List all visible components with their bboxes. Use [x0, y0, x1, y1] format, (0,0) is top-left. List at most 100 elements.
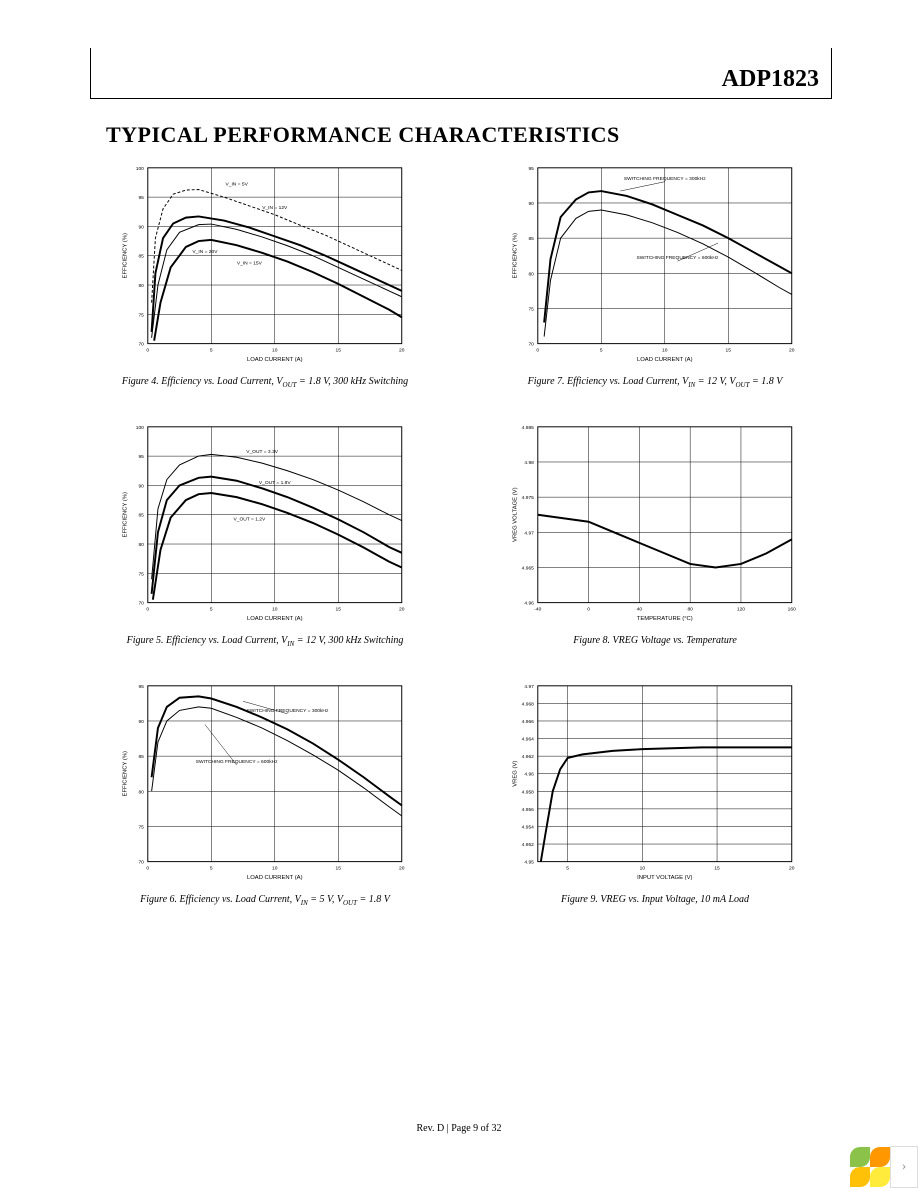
svg-text:85: 85	[528, 236, 534, 242]
svg-text:4.965: 4.965	[522, 565, 534, 571]
svg-text:70: 70	[138, 860, 144, 866]
svg-text:75: 75	[528, 306, 534, 312]
svg-text:V_IN = 20V: V_IN = 20V	[192, 249, 218, 255]
svg-text:75: 75	[138, 571, 144, 577]
next-page-button[interactable]: ›	[890, 1146, 918, 1188]
svg-text:80: 80	[687, 606, 693, 612]
svg-text:EFFICIENCY (%): EFFICIENCY (%)	[512, 233, 518, 279]
svg-text:VREG (V): VREG (V)	[512, 761, 518, 787]
svg-text:V_OUT = 3.3V: V_OUT = 3.3V	[246, 449, 278, 455]
svg-text:0: 0	[536, 347, 539, 353]
svg-text:4.98: 4.98	[524, 460, 534, 466]
svg-text:5: 5	[210, 865, 213, 871]
svg-text:15: 15	[336, 347, 342, 353]
chart-svg-fig5: V_OUT = 3.3VV_OUT = 1.8VV_OUT = 1.2V0510…	[115, 419, 415, 629]
part-number: ADP1823	[722, 66, 819, 93]
svg-text:5: 5	[210, 347, 213, 353]
svg-text:70: 70	[528, 342, 534, 348]
svg-text:40: 40	[637, 606, 643, 612]
svg-text:95: 95	[138, 195, 144, 201]
svg-text:100: 100	[136, 425, 144, 431]
chart-svg-fig4: V_IN = 5VV_IN = 12VV_IN = 15VV_IN = 20V0…	[115, 160, 415, 370]
svg-text:5: 5	[210, 606, 213, 612]
svg-text:20: 20	[399, 347, 405, 353]
svg-text:10: 10	[640, 865, 646, 871]
chart-svg-fig9: 51015204.954.9524.9544.9564.9584.964.962…	[505, 678, 805, 888]
svg-text:-40: -40	[534, 606, 541, 612]
caption-fig6: Figure 6. Efficiency vs. Load Current, V…	[140, 894, 390, 907]
svg-text:4.968: 4.968	[522, 701, 534, 707]
svg-text:20: 20	[399, 865, 405, 871]
svg-text:15: 15	[714, 865, 720, 871]
svg-text:90: 90	[138, 224, 144, 230]
svg-text:4.985: 4.985	[522, 425, 534, 431]
svg-text:V_IN = 15V: V_IN = 15V	[237, 261, 263, 267]
svg-text:80: 80	[138, 542, 144, 548]
svg-text:LOAD CURRENT (A): LOAD CURRENT (A)	[247, 616, 303, 622]
svg-text:100: 100	[136, 166, 144, 172]
corner-logo-icon	[850, 1147, 890, 1187]
svg-text:10: 10	[272, 347, 278, 353]
chart-fig7: SWITCHING FREQUENCY = 300kHzSWITCHING FR…	[480, 160, 830, 389]
svg-text:85: 85	[138, 754, 144, 760]
chart-fig4: V_IN = 5VV_IN = 12VV_IN = 15VV_IN = 20V0…	[90, 160, 440, 389]
svg-text:INPUT VOLTAGE (V): INPUT VOLTAGE (V)	[637, 875, 692, 881]
svg-text:90: 90	[138, 483, 144, 489]
svg-text:85: 85	[138, 513, 144, 519]
svg-text:160: 160	[788, 606, 796, 612]
page-footer: Rev. D | Page 9 of 32	[0, 1123, 918, 1134]
svg-text:4.962: 4.962	[522, 754, 534, 760]
svg-text:SWITCHING FREQUENCY = 300kHz: SWITCHING FREQUENCY = 300kHz	[247, 708, 329, 714]
svg-text:75: 75	[138, 312, 144, 318]
svg-text:0: 0	[587, 606, 590, 612]
svg-text:70: 70	[138, 342, 144, 348]
chart-grid: V_IN = 5V V_IN = 12V V_IN = 15V V_IN = 20V 0…	[90, 160, 830, 907]
svg-text:EFFICIENCY (%): EFFICIENCY (%)	[122, 492, 128, 538]
svg-text:4.97: 4.97	[524, 530, 534, 536]
svg-text:90: 90	[138, 719, 144, 725]
svg-text:10: 10	[662, 347, 668, 353]
svg-text:15: 15	[726, 347, 732, 353]
chart-fig8: -40040801201604.964.9654.974.9754.984.98…	[480, 419, 830, 648]
svg-text:4.96: 4.96	[524, 772, 534, 778]
svg-text:LOAD CURRENT (A): LOAD CURRENT (A)	[247, 875, 303, 881]
chart-fig5: V_OUT = 3.3VV_OUT = 1.8VV_OUT = 1.2V0510…	[90, 419, 440, 648]
svg-text:10: 10	[272, 606, 278, 612]
svg-text:20: 20	[399, 606, 405, 612]
svg-text:SWITCHING FREQUENCY = 600kHz: SWITCHING FREQUENCY = 600kHz	[196, 759, 278, 765]
svg-text:EFFICIENCY (%): EFFICIENCY (%)	[122, 233, 128, 279]
svg-text:4.964: 4.964	[522, 737, 534, 743]
section-title: TYPICAL PERFORMANCE CHARACTERISTICS	[106, 122, 620, 148]
svg-text:V_IN = 12V: V_IN = 12V	[262, 205, 288, 211]
svg-text:75: 75	[138, 824, 144, 830]
svg-text:15: 15	[336, 865, 342, 871]
svg-text:120: 120	[737, 606, 745, 612]
svg-text:4.958: 4.958	[522, 789, 534, 795]
datasheet-page: ADP1823 TYPICAL PERFORMANCE CHARACTERIST…	[0, 0, 918, 1188]
svg-text:5: 5	[566, 865, 569, 871]
svg-text:VREG VOLTAGE (V): VREG VOLTAGE (V)	[512, 487, 518, 542]
caption-fig5: Figure 5. Efficiency vs. Load Current, V…	[127, 635, 404, 648]
svg-text:95: 95	[528, 166, 534, 172]
corner-widget[interactable]: ›	[850, 1146, 918, 1188]
svg-text:5: 5	[600, 347, 603, 353]
caption-fig9: Figure 9. VREG vs. Input Voltage, 10 mA …	[561, 894, 749, 905]
svg-text:15: 15	[336, 606, 342, 612]
svg-text:0: 0	[146, 606, 149, 612]
svg-text:EFFICIENCY (%): EFFICIENCY (%)	[122, 751, 128, 797]
svg-text:80: 80	[138, 789, 144, 795]
svg-text:85: 85	[138, 254, 144, 260]
svg-text:LOAD CURRENT (A): LOAD CURRENT (A)	[637, 357, 693, 363]
svg-text:80: 80	[138, 283, 144, 289]
svg-text:V_OUT = 1.2V: V_OUT = 1.2V	[233, 517, 265, 523]
svg-text:4.956: 4.956	[522, 807, 534, 813]
svg-text:4.952: 4.952	[522, 842, 534, 848]
svg-text:0: 0	[146, 865, 149, 871]
chart-fig6: SWITCHING FREQUENCY = 300kHz SWITCHING FR…	[90, 678, 440, 907]
svg-text:LOAD CURRENT (A): LOAD CURRENT (A)	[247, 357, 303, 363]
svg-text:V_IN = 5V: V_IN = 5V	[225, 181, 248, 187]
svg-text:90: 90	[528, 201, 534, 207]
svg-text:4.96: 4.96	[524, 601, 534, 607]
svg-text:4.966: 4.966	[522, 719, 534, 725]
svg-text:70: 70	[138, 601, 144, 607]
